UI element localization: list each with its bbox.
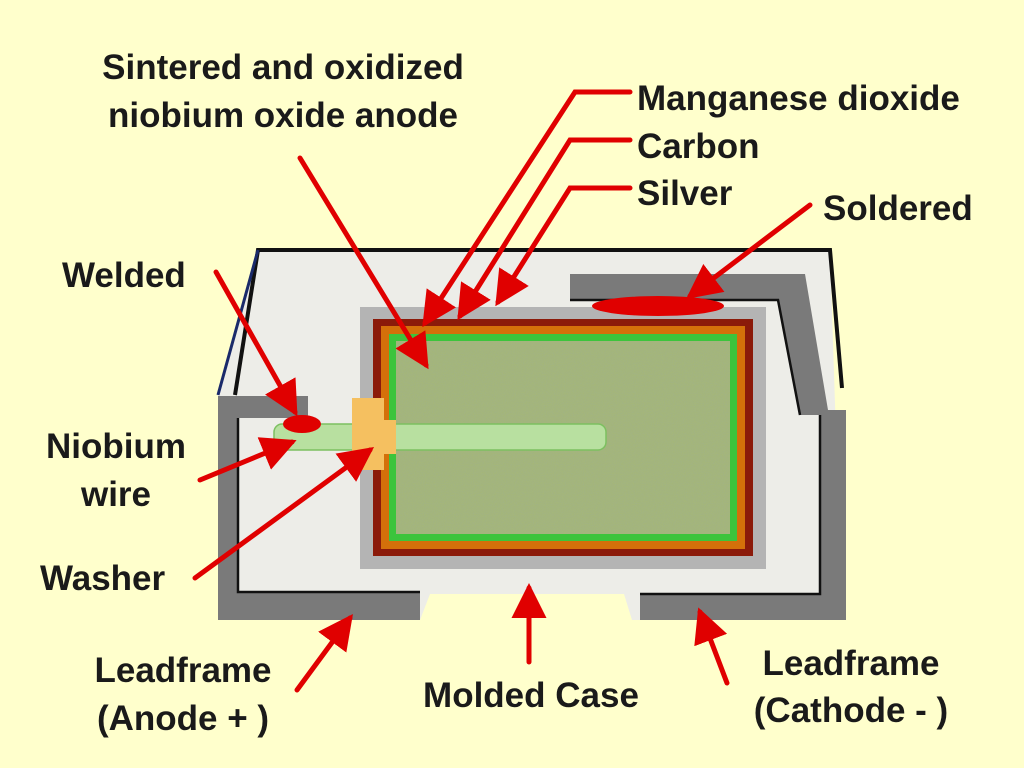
arrow-silver [495, 185, 633, 307]
label-anode-line1: Sintered and oxidized [102, 48, 464, 87]
label-niobium-wire-line1: Niobium [46, 427, 186, 466]
label-manganese-dioxide: Manganese dioxide [637, 79, 960, 118]
welded-spot [283, 415, 321, 433]
label-soldered: Soldered [823, 189, 973, 228]
molded-case-left-edge [216, 249, 260, 396]
arrow-niobium-wire [197, 437, 297, 483]
arrow-anode [297, 155, 429, 370]
label-leadframe-cathode-line2: (Cathode - ) [754, 691, 948, 730]
arrow-carbon [457, 137, 633, 321]
niobium-wire [273, 423, 607, 451]
label-leadframe-cathode-line1: Leadframe [762, 644, 939, 683]
leadframe-anode [218, 396, 420, 620]
label-silver: Silver [637, 174, 733, 213]
label-carbon: Carbon [637, 127, 760, 166]
label-welded: Welded [62, 256, 186, 295]
arrow-soldered [686, 202, 813, 300]
label-anode-line2: niobium oxide anode [108, 96, 458, 135]
arrow-leadframe-cathode [694, 607, 730, 686]
leadframe-anode-edge [236, 418, 420, 594]
label-niobium-wire-line2: wire [80, 475, 151, 514]
label-leadframe-anode-line1: Leadframe [94, 651, 271, 690]
label-molded-case: Molded Case [423, 676, 639, 715]
arrow-welded [213, 269, 298, 417]
label-washer: Washer [40, 559, 166, 598]
arrow-manganese [422, 89, 633, 328]
label-leadframe-anode-line2: (Anode + ) [97, 699, 269, 738]
arrow-leadframe-anode [294, 613, 353, 693]
arrow-washer [192, 447, 375, 581]
soldered-spot [592, 296, 724, 316]
